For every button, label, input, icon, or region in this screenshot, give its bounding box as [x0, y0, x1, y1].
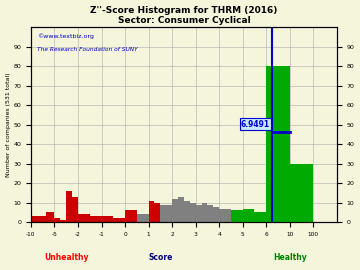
Bar: [90, 216, 102, 222]
Bar: [39, 216, 46, 222]
Bar: [213, 207, 219, 222]
Bar: [66, 191, 72, 222]
Bar: [102, 216, 113, 222]
Bar: [195, 205, 202, 222]
Bar: [231, 211, 237, 222]
Y-axis label: Number of companies (531 total): Number of companies (531 total): [5, 72, 10, 177]
Bar: [78, 214, 90, 222]
Bar: [72, 197, 78, 222]
Bar: [266, 66, 290, 222]
Bar: [190, 203, 195, 222]
Bar: [219, 208, 225, 222]
Bar: [207, 205, 213, 222]
Bar: [154, 203, 160, 222]
Bar: [149, 201, 154, 222]
Text: Score: Score: [148, 253, 172, 262]
Bar: [249, 208, 255, 222]
Bar: [46, 212, 54, 222]
Text: 6.9491: 6.9491: [241, 120, 270, 129]
Bar: [202, 203, 207, 222]
Text: The Research Foundation of SUNY: The Research Foundation of SUNY: [37, 47, 138, 52]
Bar: [166, 205, 172, 222]
Bar: [243, 208, 249, 222]
Bar: [184, 201, 190, 222]
Bar: [137, 214, 149, 222]
Text: Unhealthy: Unhealthy: [44, 253, 89, 262]
Bar: [113, 218, 125, 222]
Bar: [237, 211, 243, 222]
Text: ©www.textbiz.org: ©www.textbiz.org: [37, 33, 94, 39]
Bar: [54, 218, 60, 222]
Bar: [255, 212, 260, 222]
Bar: [225, 208, 231, 222]
Bar: [290, 164, 313, 222]
Bar: [260, 212, 266, 222]
Bar: [125, 211, 137, 222]
Bar: [178, 197, 184, 222]
Text: Healthy: Healthy: [273, 253, 307, 262]
Bar: [172, 199, 178, 222]
Bar: [60, 220, 66, 222]
Bar: [31, 216, 39, 222]
Bar: [160, 205, 166, 222]
Title: Z''-Score Histogram for THRM (2016)
Sector: Consumer Cyclical: Z''-Score Histogram for THRM (2016) Sect…: [90, 6, 278, 25]
